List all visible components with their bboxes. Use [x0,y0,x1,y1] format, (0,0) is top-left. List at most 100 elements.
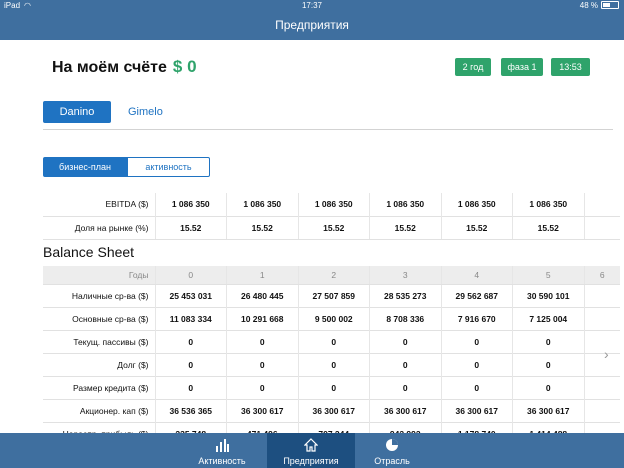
table-cell [583,329,620,353]
table-cell: 1 086 350 [369,193,441,216]
table-cell: 36 300 617 [369,398,441,422]
table-cell: 0 [440,352,513,376]
table-cell: 0 [512,375,584,399]
table-cell: 36 536 365 [154,398,227,422]
chevron-right-icon[interactable]: › [604,346,609,362]
table-cell [583,283,620,307]
balance-sheet-table: Годы 0 1 2 3 4 5 6 Наличные ср-ва ($) 25 … [43,266,620,446]
table-cell [583,193,620,216]
table-cell: 30 590 101 [512,283,584,307]
table-cell: 1 086 350 [440,193,513,216]
row-label: Текущ. пассивы ($) [43,329,155,353]
table-header-row: Годы 0 1 2 3 4 5 6 [43,266,620,285]
year-badge[interactable]: 2 год [455,58,491,76]
segment-business-plan[interactable]: бизнес-план [43,157,127,177]
tab-label: Активность [198,456,246,466]
table-cell: 11 083 334 [154,306,227,330]
table-cell: 7 916 670 [440,306,513,330]
table-cell: 0 [226,375,298,399]
row-label: Долг ($) [43,352,155,376]
table-cell: 1 086 350 [297,193,370,216]
battery-percent: 48 % [579,1,598,10]
tab-companies[interactable]: Предприятия [267,433,355,468]
account-label: На моём счёте [52,59,167,76]
table-cell: 7 125 004 [512,306,584,330]
company-tab-danino[interactable]: Danino [43,101,111,123]
years-header: Годы [43,266,155,285]
row-label: Размер кредита ($) [43,375,155,399]
table-cell: 0 [512,352,584,376]
status-time: 17:37 [301,1,323,10]
table-cell: 0 [512,329,584,353]
table-cell: 15.52 [297,215,370,240]
nav-title: Предприятия [0,12,624,40]
wifi-icon: ◠ [24,1,31,10]
year-header: 0 [154,266,227,285]
table-cell: 8 708 336 [369,306,441,330]
table-cell: 9 500 002 [297,306,370,330]
year-header: 3 [369,266,441,285]
table-cell: 0 [297,329,370,353]
year-header: 6 [583,266,620,285]
divider [43,129,613,130]
table-cell: 1 086 350 [512,193,584,216]
table-cell: 15.52 [512,215,584,240]
tab-activity[interactable]: Активность [192,433,252,468]
table-cell: 0 [440,375,513,399]
year-header: 4 [440,266,513,285]
timer-badge[interactable]: 13:53 [551,58,590,76]
table-cell: 0 [226,329,298,353]
account-amount: $ 0 [172,57,197,76]
table-cell: 28 535 273 [369,283,441,307]
device-name: iPad [4,1,21,10]
table-row: Долг ($) 0 0 0 0 0 0 [43,352,620,376]
table-cell [583,215,620,240]
table-cell: 15.52 [369,215,441,240]
tab-label: Предприятия [283,456,339,466]
table-row: Акционер. кап ($) 36 536 365 36 300 617 36 … [43,398,620,422]
table-cell: 36 300 617 [297,398,370,422]
row-label: Доля на рынке (%) [43,215,155,240]
status-bar: iPad ◠ 17:37 48 % [0,0,624,12]
table-cell: 26 480 445 [226,283,298,307]
table-cell [583,375,620,399]
year-header: 2 [297,266,370,285]
table-cell: 0 [297,375,370,399]
table-row: Наличные ср-ва ($) 25 453 031 26 480 445 27… [43,283,620,307]
year-header: 1 [226,266,298,285]
table-cell: 29 562 687 [440,283,513,307]
table-cell [583,306,620,330]
table-cell: 0 [369,375,441,399]
table-row: EBITDA ($) 1 086 350 1 086 350 1 086 350… [43,193,620,216]
metrics-table: EBITDA ($) 1 086 350 1 086 350 1 086 350… [43,193,620,240]
company-tab-gimelo[interactable]: Gimelo [128,106,163,118]
table-cell [583,398,620,422]
table-cell: 10 291 668 [226,306,298,330]
phase-badge[interactable]: фаза 1 [501,58,543,76]
home-icon [304,438,318,452]
table-cell: 1 086 350 [226,193,298,216]
year-header: 5 [512,266,584,285]
table-cell: 0 [154,329,227,353]
table-cell: 0 [369,352,441,376]
table-cell: 15.52 [154,215,227,240]
table-cell: 15.52 [226,215,298,240]
table-row: Размер кредита ($) 0 0 0 0 0 0 [43,375,620,399]
row-label: EBITDA ($) [105,199,149,210]
account-balance: На моём счёте $ 0 [52,57,197,77]
table-cell: 27 507 859 [297,283,370,307]
table-cell: 0 [369,329,441,353]
table-cell: 0 [297,352,370,376]
tab-industry[interactable]: Отрасль [362,433,422,468]
table-cell: 0 [154,352,227,376]
table-row: Основные ср-ва ($) 11 083 334 10 291 668 9 … [43,306,620,330]
tab-label: Отрасль [374,456,410,466]
table-cell: 1 086 350 [154,193,227,216]
segment-activity[interactable]: активность [127,157,210,177]
table-cell: 36 300 617 [440,398,513,422]
table-cell: 25 453 031 [154,283,227,307]
battery-icon [601,1,619,9]
table-cell: 15.52 [440,215,513,240]
table-cell: 0 [154,375,227,399]
table-row: Текущ. пассивы ($) 0 0 0 0 0 0 [43,329,620,353]
